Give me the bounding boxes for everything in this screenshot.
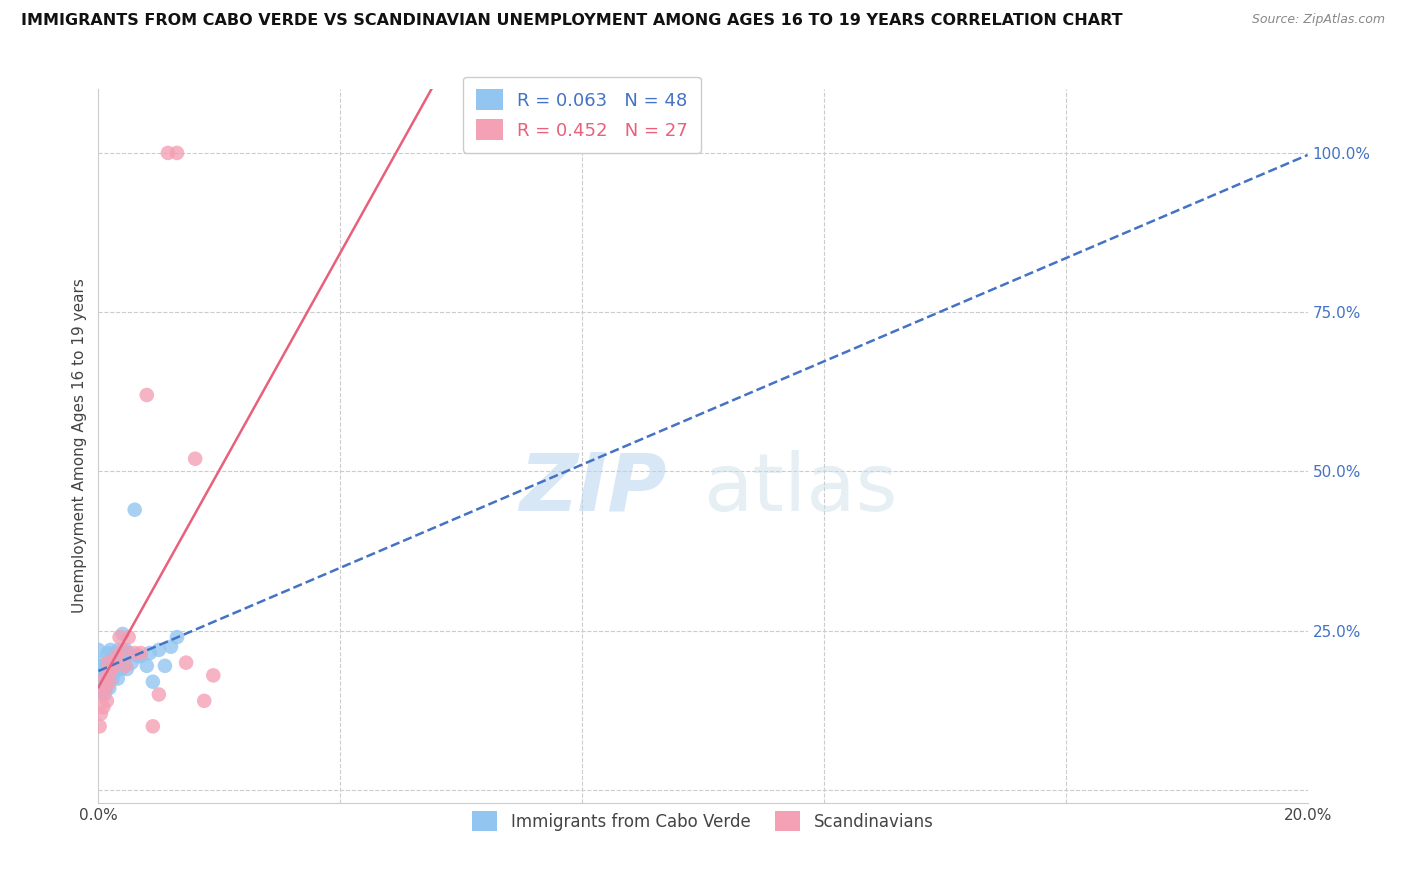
Point (135, 388, 157, 402)
Point (100, 665, 122, 680)
Point (90, 706, 112, 721)
Point (107, 643, 129, 657)
Point (112, 656, 135, 670)
Point (100, 643, 122, 657)
Point (96, 681, 118, 695)
Point (124, 646, 146, 660)
Point (160, 640, 183, 654)
Point (104, 656, 127, 670)
Point (100, 662, 122, 676)
Point (135, 658, 157, 673)
Point (129, 646, 152, 660)
Point (93, 672, 115, 686)
Point (184, 451, 207, 466)
Point (96, 646, 118, 660)
Point (108, 652, 131, 666)
Point (148, 688, 170, 702)
Point (153, 658, 176, 673)
Point (166, 630, 188, 644)
Point (90, 674, 112, 689)
Point (103, 658, 125, 673)
Point (94, 658, 117, 673)
Point (107, 672, 129, 686)
Point (142, 674, 165, 689)
Point (87, 643, 110, 657)
Point (91, 700, 114, 714)
Point (115, 662, 138, 676)
Text: ZIP: ZIP (519, 450, 666, 528)
Point (103, 665, 125, 680)
Point (124, 502, 146, 516)
Point (91, 658, 114, 673)
Point (118, 646, 141, 660)
Point (166, 145, 188, 160)
Point (93, 672, 115, 686)
Point (100, 649, 122, 664)
Point (93, 688, 115, 702)
Point (91, 665, 114, 680)
Point (97, 656, 120, 670)
Point (90, 684, 112, 698)
Point (148, 643, 170, 657)
Point (89, 719, 111, 733)
Point (193, 694, 215, 708)
Point (98, 674, 121, 689)
Point (111, 643, 134, 657)
Point (129, 649, 152, 664)
Point (89, 668, 111, 682)
Point (105, 662, 128, 676)
Point (121, 656, 143, 670)
Point (108, 630, 131, 644)
Point (91, 688, 114, 702)
Point (118, 630, 141, 644)
Point (139, 646, 162, 660)
Text: Source: ZipAtlas.com: Source: ZipAtlas.com (1251, 13, 1385, 27)
Text: IMMIGRANTS FROM CABO VERDE VS SCANDINAVIAN UNEMPLOYMENT AMONG AGES 16 TO 19 YEAR: IMMIGRANTS FROM CABO VERDE VS SCANDINAVI… (21, 13, 1123, 29)
Point (202, 668, 225, 682)
Point (97, 656, 120, 670)
Point (112, 646, 135, 660)
Point (156, 145, 179, 160)
Text: atlas: atlas (703, 450, 897, 528)
Point (110, 662, 132, 676)
Point (103, 652, 125, 666)
Point (104, 646, 127, 660)
Point (89, 656, 111, 670)
Point (114, 658, 136, 673)
Point (114, 643, 136, 657)
Point (127, 649, 149, 664)
Point (97, 665, 120, 680)
Point (142, 719, 165, 733)
Point (96, 694, 118, 708)
Point (98, 681, 121, 695)
Point (94, 681, 117, 695)
Point (174, 656, 197, 670)
Point (108, 658, 131, 673)
Point (105, 649, 128, 664)
Point (111, 627, 134, 641)
Y-axis label: Unemployment Among Ages 16 to 19 years: Unemployment Among Ages 16 to 19 years (72, 278, 87, 614)
Point (101, 672, 124, 686)
Legend: Immigrants from Cabo Verde, Scandinavians: Immigrants from Cabo Verde, Scandinavian… (465, 805, 941, 838)
Point (91, 678, 114, 692)
Point (105, 649, 128, 664)
